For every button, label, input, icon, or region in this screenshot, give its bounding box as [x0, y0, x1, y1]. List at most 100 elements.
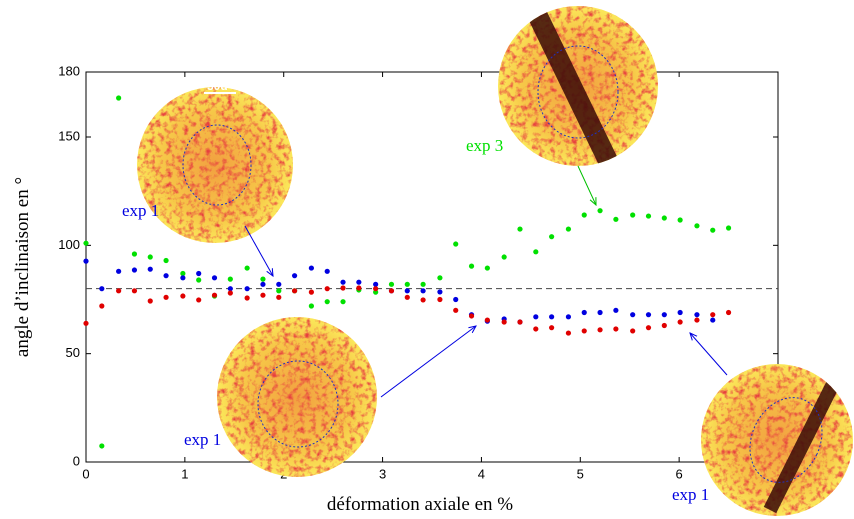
point: [147, 266, 153, 272]
x-tick-label: 6: [676, 466, 683, 481]
scale-label: 50d: [207, 79, 228, 93]
point: [356, 279, 362, 285]
point: [613, 307, 619, 313]
point: [404, 288, 410, 294]
plot-area: 0123456050100150180: [58, 63, 779, 481]
annotation: exp 1: [184, 430, 221, 449]
point: [340, 279, 346, 285]
x-tick-label: 0: [82, 466, 89, 481]
point: [324, 268, 330, 274]
point: [565, 226, 572, 232]
point: [645, 213, 652, 219]
annotation: exp 1: [122, 201, 159, 220]
point: [83, 320, 89, 326]
point: [453, 307, 459, 313]
point: [630, 212, 636, 218]
point: [244, 295, 250, 301]
point: [645, 325, 652, 331]
point: [196, 297, 202, 303]
point: [180, 275, 186, 281]
arrow: [380, 326, 476, 398]
point: [308, 289, 314, 295]
point: [227, 286, 233, 292]
point: [597, 208, 603, 214]
y-tick-label: 0: [73, 453, 80, 468]
point: [404, 281, 410, 287]
point: [260, 276, 266, 282]
point: [340, 285, 346, 291]
point: [645, 312, 652, 318]
point: [661, 215, 667, 221]
point: [244, 286, 250, 292]
point: [437, 275, 443, 281]
point: [661, 322, 667, 329]
point: [163, 257, 169, 264]
point: [725, 225, 732, 231]
point: [437, 296, 443, 303]
point: [597, 327, 603, 333]
point: [163, 273, 169, 279]
point: [83, 240, 89, 246]
point: [437, 289, 443, 295]
point: [501, 254, 507, 260]
point: [549, 234, 555, 240]
point: [116, 268, 122, 274]
point: [484, 317, 490, 323]
point: [324, 286, 330, 292]
inset-image: [701, 364, 853, 516]
point: [180, 293, 186, 299]
point: [581, 328, 587, 334]
point: [116, 288, 122, 294]
annotation: exp 1: [672, 485, 709, 504]
point: [388, 281, 395, 287]
point: [453, 296, 459, 303]
point: [99, 443, 105, 449]
point: [661, 312, 667, 318]
point: [131, 288, 138, 294]
arrow: [244, 225, 273, 276]
point: [613, 326, 619, 332]
point: [533, 314, 539, 320]
y-axis-label: angle d’inclinaison en °: [12, 177, 33, 357]
point: [468, 263, 475, 269]
point: [147, 254, 153, 260]
point: [613, 216, 619, 222]
point: [533, 249, 539, 255]
point: [227, 290, 233, 296]
point: [710, 317, 716, 323]
point: [453, 241, 459, 247]
point: [116, 95, 122, 101]
point: [677, 309, 683, 316]
point: [549, 314, 555, 320]
point: [710, 312, 716, 318]
point: [211, 275, 218, 281]
x-axis-label: déformation axiale en %: [327, 494, 513, 515]
arrow: [690, 333, 728, 376]
annotation: exp 3: [466, 136, 503, 155]
x-tick-label: 5: [577, 466, 584, 481]
point: [420, 297, 426, 303]
point: [388, 288, 395, 294]
point: [260, 281, 266, 287]
point: [131, 267, 138, 273]
point: [501, 319, 507, 325]
point: [725, 309, 732, 316]
point: [324, 299, 330, 305]
insets: exp 1 exp 3 exp 1 exp 1 50d: [122, 6, 853, 516]
point: [180, 270, 186, 277]
arrow: [577, 165, 596, 205]
point: [373, 286, 379, 292]
point: [710, 227, 716, 233]
point: [227, 276, 233, 282]
point: [99, 303, 105, 309]
point: [517, 319, 523, 325]
point: [163, 294, 169, 300]
point: [565, 314, 572, 320]
point: [565, 330, 572, 336]
point: [694, 317, 700, 323]
point: [291, 288, 298, 294]
point: [630, 312, 636, 318]
point: [373, 281, 379, 287]
point: [356, 285, 362, 291]
